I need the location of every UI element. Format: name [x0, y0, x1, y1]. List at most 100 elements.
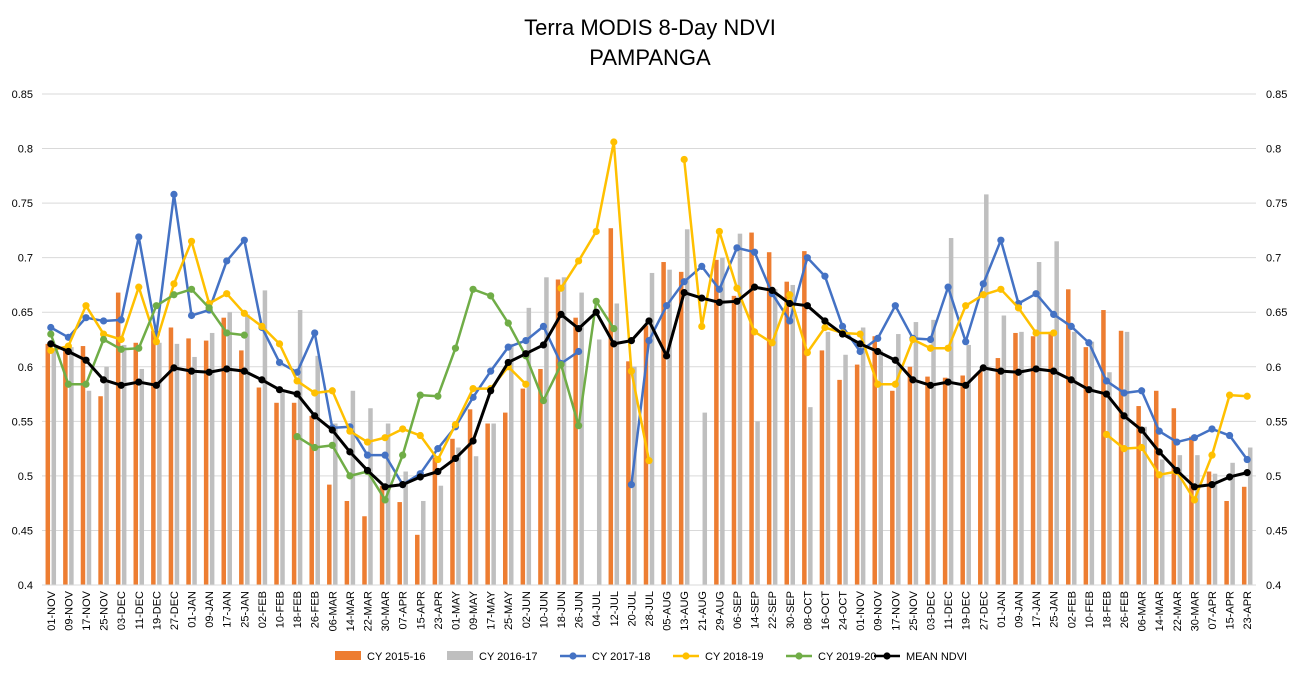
series-point	[539, 322, 548, 331]
x-tick-label: 01-MAY	[450, 590, 462, 630]
series-point	[223, 365, 231, 373]
series-point	[363, 451, 372, 459]
series-point	[381, 496, 389, 504]
series-point	[680, 288, 688, 297]
series-point	[575, 347, 583, 356]
series-point	[768, 286, 776, 294]
series-point	[1208, 481, 1216, 489]
bar	[626, 361, 631, 585]
bar	[854, 364, 860, 585]
x-tick-label: 03-DEC	[926, 591, 938, 630]
series-point	[82, 302, 90, 310]
bar	[978, 371, 983, 585]
series-point	[381, 483, 389, 491]
series-point	[592, 227, 600, 236]
bar	[579, 292, 584, 585]
legend-swatch	[335, 651, 361, 660]
series-point	[750, 248, 759, 256]
bar	[802, 251, 807, 585]
y-axis-right: 0.4 0.45 0.5 0.55 0.6 0.65 0.7 0.75 0.8 0.85	[1266, 89, 1287, 592]
series-point	[627, 367, 636, 375]
series-point	[346, 427, 354, 435]
series-point	[117, 335, 125, 344]
series-point	[698, 322, 706, 331]
bar	[995, 358, 1001, 585]
x-tick-label: 07-APR	[1207, 591, 1219, 630]
bar	[467, 409, 473, 585]
gridlines	[42, 93, 1256, 586]
series-point	[1102, 390, 1111, 398]
series-point	[645, 457, 653, 465]
legend-marker	[682, 652, 690, 660]
x-tick-label: 14-SEP	[750, 591, 762, 629]
x-tick-label: 17-NOV	[890, 590, 902, 630]
bar	[192, 356, 197, 585]
x-tick-label: 12-JUL	[609, 591, 621, 626]
series-point	[874, 380, 882, 388]
x-tick-label: 22-SEP	[767, 591, 779, 629]
series-point	[557, 284, 565, 292]
y-tick-label-right: 0.45	[1266, 525, 1287, 537]
series-point	[1155, 427, 1163, 435]
bar	[966, 344, 971, 585]
bar	[385, 423, 391, 585]
series-point	[1208, 425, 1216, 433]
bar	[837, 379, 842, 585]
series-point	[1173, 438, 1181, 446]
bar	[221, 317, 226, 585]
series-point	[662, 352, 671, 360]
y-tick-label-right: 0.75	[1266, 198, 1287, 210]
series-point	[926, 381, 935, 389]
bar	[1159, 459, 1165, 585]
bar	[415, 534, 420, 585]
bar	[280, 390, 285, 585]
series-point	[1138, 387, 1146, 395]
series-point	[469, 385, 477, 393]
series-point	[715, 298, 723, 307]
bar	[825, 331, 831, 585]
bar	[907, 366, 913, 585]
series-point	[64, 342, 72, 350]
bar	[291, 402, 297, 585]
bar	[344, 500, 350, 585]
x-tick-label: 30-MAR	[380, 591, 392, 631]
series-point	[99, 376, 108, 384]
bar	[678, 271, 684, 585]
series-point	[1155, 471, 1163, 479]
bar	[749, 232, 754, 585]
bar	[702, 412, 708, 585]
y-tick-label-left: 0.5	[18, 471, 33, 483]
bar	[1230, 462, 1235, 585]
series-point	[82, 314, 90, 322]
series-point	[328, 426, 336, 434]
series-point	[1014, 304, 1023, 312]
x-tick-label: 06-SEP	[732, 591, 744, 629]
bar	[538, 368, 543, 585]
series-point	[645, 336, 653, 345]
y-tick-label-right: 0.55	[1266, 416, 1287, 428]
series-point	[258, 376, 266, 384]
y-tick-label-left: 0.75	[12, 198, 33, 210]
series-point	[803, 254, 811, 262]
series-point	[416, 391, 424, 399]
y-tick-label-right: 0.65	[1266, 307, 1287, 319]
series-point	[99, 317, 108, 325]
x-tick-label: 25-NOV	[99, 590, 111, 630]
legend: CY 2015-16 CY 2016-17 CY 2017-18 CY 2018-19…	[335, 651, 967, 663]
legend-label: CY 2016-17	[479, 651, 538, 663]
y-tick-label-left: 0.85	[12, 89, 33, 101]
x-tick-label: 14-MAR	[345, 591, 357, 631]
bar	[596, 339, 602, 585]
series-point	[346, 448, 354, 456]
series-point	[539, 341, 548, 349]
series-point	[1138, 426, 1146, 434]
series-point	[363, 466, 372, 475]
bar	[309, 415, 314, 585]
series-point	[750, 328, 759, 336]
x-tick-label: 02-FEB	[257, 591, 269, 628]
series-point	[962, 381, 970, 389]
series-point	[135, 233, 143, 241]
bar	[1066, 289, 1071, 585]
series-point	[1102, 377, 1111, 385]
bar	[168, 327, 174, 585]
